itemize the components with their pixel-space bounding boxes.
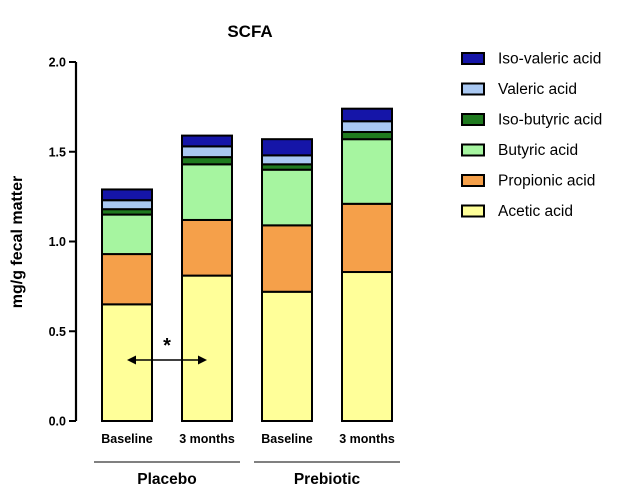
legend-swatch-valeric-acid [461,82,485,96]
legend-label-iso-valeric-acid: Iso-valeric acid [498,51,601,68]
y-tick-label: 0.0 [49,415,66,429]
legend-label-butyric-acid: Butyric acid [498,142,578,159]
legend-swatch-iso-butyric-acid [461,113,485,126]
group-label: Prebiotic [294,471,361,488]
bar-segment-propionic-acid-3 [261,224,313,293]
legend-label-iso-butyric-acid: Iso-butyric acid [498,112,602,129]
plot-area: 0.0 0.5 1.0 1.5 2.0 Baseline 3 months Baseline 3… [49,56,400,488]
legend-swatch-propionic-acid [461,174,485,187]
arrow-head-left [127,355,136,365]
legend-swatch-acetic-acid [461,204,485,218]
y-tick-label: 2.0 [49,56,66,70]
bar-segment-acetic-acid-4 [341,271,393,423]
bar-segment-acetic-acid-1 [101,303,153,423]
bar-segment-propionic-acid-4 [341,202,393,274]
bar-segment-valeric-acid-1 [101,199,153,211]
bar-segment-acetic-acid-3 [261,290,313,423]
x-category-label: Baseline [261,432,312,446]
bar-segment-acetic-acid-2 [181,274,233,423]
bar-segment-iso-butyric-acid-4 [341,131,393,141]
y-tick-label: 0.5 [49,325,66,339]
legend-swatch-iso-valeric-acid [461,52,485,65]
x-category-label: 3 months [339,432,395,446]
bar-segment-valeric-acid-4 [341,120,393,134]
bar-segment-valeric-acid-3 [261,154,313,166]
arrow-head-right [198,355,207,365]
bar-segment-valeric-acid-2 [181,145,233,159]
bar-segment-propionic-acid-1 [101,253,153,306]
y-tick-label: 1.5 [49,145,66,159]
legend-swatch-butyric-acid [461,143,485,157]
legend-label-acetic-acid: Acetic acid [498,203,573,220]
bar-segment-butyric-acid-2 [181,163,233,221]
x-category-label: Baseline [101,432,152,446]
bar-segment-propionic-acid-2 [181,218,233,277]
bar-segment-iso-valeric-acid-2 [181,134,233,148]
chart-title: SCFA [227,22,272,41]
group-label: Placebo [137,471,196,488]
y-tick-label: 1.0 [49,235,66,249]
bar-segment-iso-butyric-acid-2 [181,156,233,166]
bar-segment-iso-valeric-acid-3 [261,138,313,157]
x-category-label: 3 months [179,432,235,446]
bar-segment-butyric-acid-1 [101,213,153,256]
y-axis-label: mg/g fecal matter [9,176,26,308]
legend-label-propionic-acid: Propionic acid [498,173,595,190]
bar-segment-butyric-acid-3 [261,168,313,227]
bar-segment-butyric-acid-4 [341,138,393,205]
bar-segment-iso-valeric-acid-1 [101,188,153,202]
bar-segment-iso-valeric-acid-4 [341,107,393,123]
legend-label-valeric-acid: Valeric acid [498,81,577,98]
significance-star: * [163,335,171,357]
legend: Iso-valeric acid Valeric acid Iso-butyric … [461,51,602,220]
